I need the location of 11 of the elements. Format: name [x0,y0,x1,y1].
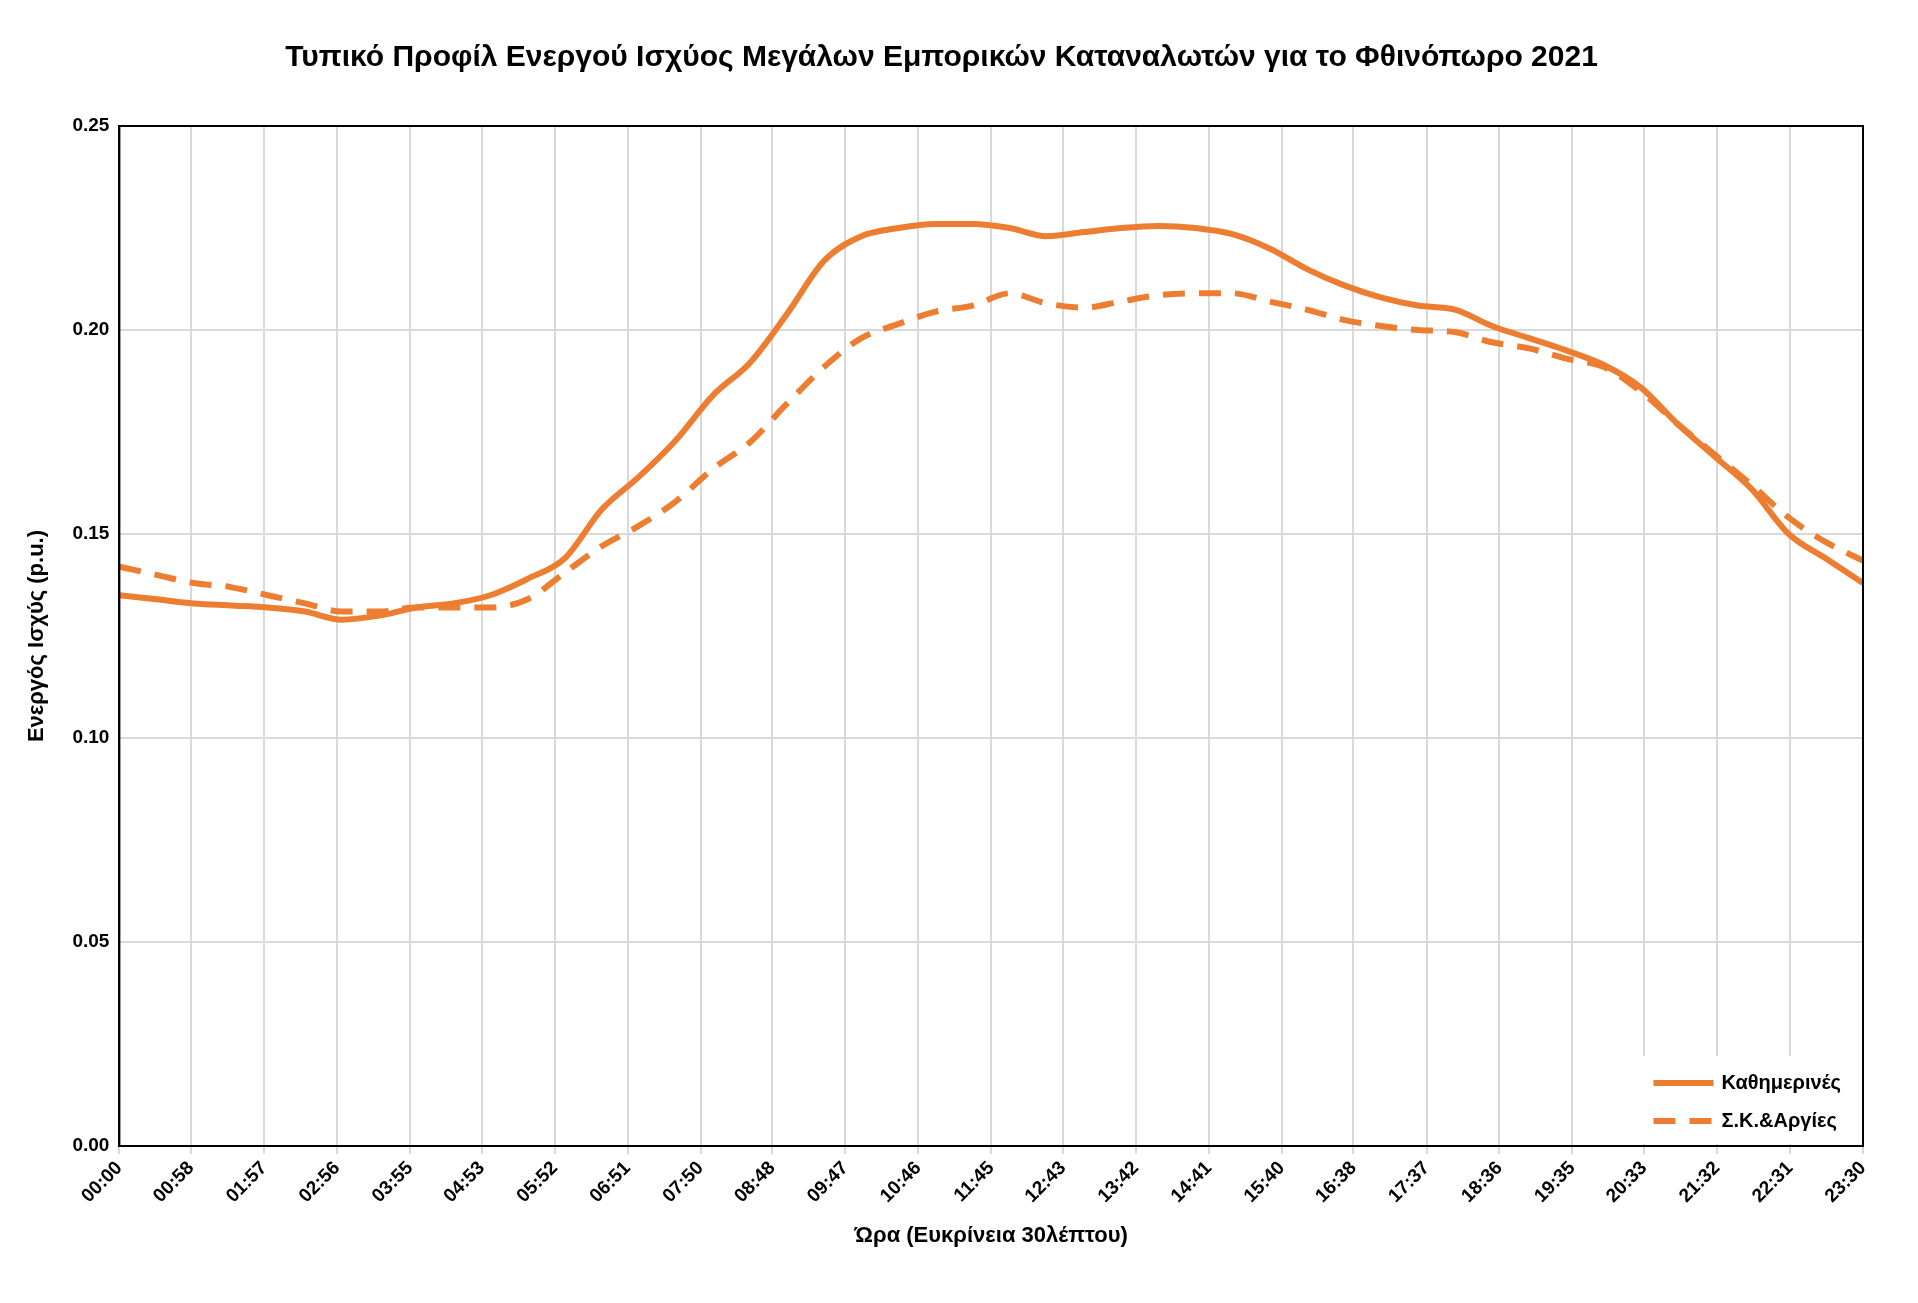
x-axis-title: Ώρα (Ευκρίνεια 30λέπτου) [853,1221,1128,1247]
y-tick-label: 0.10 [72,726,110,748]
chart-title: Τυπικό Προφίλ Ενεργού Ισχύος Μεγάλων Εμπορικών Καταναλωτών για το Φθινόπωρο 2021 [285,39,1598,73]
legend-label: Καθημερινές [1721,1070,1841,1093]
y-tick-label: 0.20 [72,318,110,340]
y-tick-label: 0.00 [72,1134,110,1156]
y-tick-label: 0.25 [72,114,110,136]
y-tick-label: 0.15 [72,522,110,544]
legend-label: Σ.Κ.&Αργίες [1721,1108,1837,1131]
y-tick-label: 0.05 [72,930,110,952]
y-axis-title: Ενεργός Ισχύς (p.u.) [23,529,49,743]
